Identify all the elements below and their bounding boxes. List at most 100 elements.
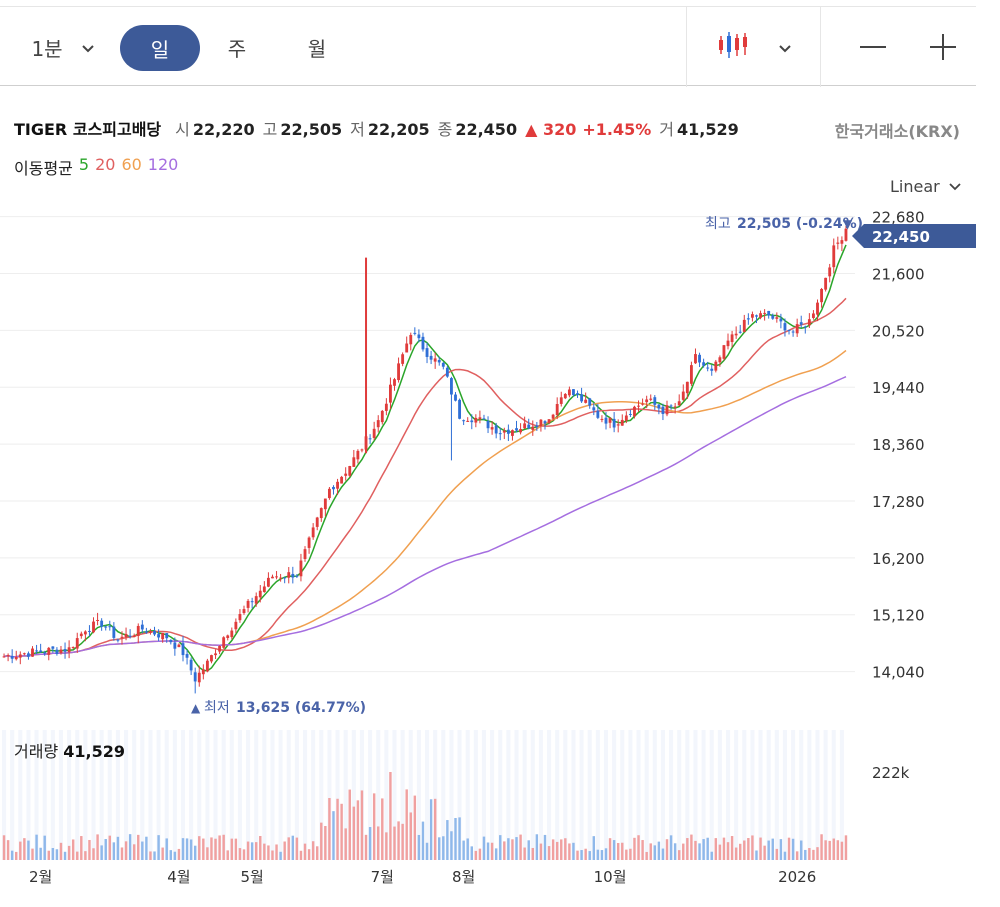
ma5-line xyxy=(3,244,847,672)
ma20-label: 20 xyxy=(95,155,116,174)
candle-body xyxy=(498,433,502,435)
chart-type-dropdown[interactable] xyxy=(700,7,810,87)
candle-body xyxy=(559,397,563,404)
candle-body xyxy=(88,630,91,632)
interval-month-tab[interactable]: 월 xyxy=(307,36,327,61)
volume-bar xyxy=(429,799,433,860)
volume-bar xyxy=(222,834,225,860)
volume-bar xyxy=(185,838,189,860)
volume-stripe xyxy=(400,730,405,860)
volume-bar xyxy=(832,838,835,860)
volume-bar xyxy=(165,838,168,860)
volume-bar xyxy=(657,841,661,860)
current-price-label: 22,450 xyxy=(872,228,930,246)
high-label: 고 xyxy=(262,120,278,139)
volume-bar xyxy=(572,842,575,860)
divider xyxy=(820,7,821,87)
volume-bar xyxy=(267,845,270,860)
candle-body xyxy=(820,288,823,303)
candle-body xyxy=(425,348,429,357)
volume-bar xyxy=(486,842,490,860)
volume-bar xyxy=(340,803,343,860)
candle-body xyxy=(226,635,230,638)
volume-stripe xyxy=(311,730,316,860)
interval-day-tab[interactable]: 일 xyxy=(120,25,200,71)
candle-body xyxy=(238,614,242,621)
volume-bar xyxy=(576,850,579,860)
candle-body xyxy=(372,428,376,438)
ticker-name: TIGER 코스피고배당 xyxy=(14,120,162,139)
volume-stripe xyxy=(34,730,39,860)
scale-dropdown[interactable]: Linear xyxy=(890,177,962,196)
volume-stripe xyxy=(839,730,844,860)
volume-stripe xyxy=(286,730,291,860)
volume-bar xyxy=(259,835,262,860)
y-axis: 22,680 21,600 20,520 19,440 18,360 17,280 16,2… xyxy=(872,209,925,782)
volume-stripe xyxy=(246,730,251,860)
candle-body xyxy=(661,406,665,414)
volume-bar xyxy=(706,837,709,860)
volume-bar xyxy=(336,798,339,860)
candle-body xyxy=(604,417,608,424)
candle-body xyxy=(612,418,616,428)
candle-body xyxy=(421,336,425,350)
volume-bar xyxy=(470,846,473,860)
volume-bar xyxy=(193,845,197,860)
candle-body xyxy=(750,314,754,318)
volume-bar xyxy=(104,839,107,860)
volume-bar xyxy=(507,838,510,860)
volume-bar xyxy=(385,832,388,860)
candle-body xyxy=(547,419,551,423)
zoom-out-button[interactable] xyxy=(848,7,898,87)
y-tick-label: 19,440 xyxy=(872,379,925,397)
volume-stripe xyxy=(368,730,373,860)
candle-body xyxy=(523,423,527,429)
volume-bar xyxy=(279,851,282,860)
volume-bar xyxy=(169,850,173,860)
volume-bar xyxy=(515,837,518,860)
volume-stripe xyxy=(725,730,731,860)
candle-body xyxy=(490,427,494,430)
close-value: 22,450 xyxy=(455,120,518,139)
volume-stripe xyxy=(433,730,438,860)
interval-week-tab[interactable]: 주 xyxy=(227,36,247,61)
volume-bar xyxy=(592,836,596,860)
candle-body xyxy=(677,401,681,406)
volume-stripe xyxy=(823,730,828,860)
zoom-in-button[interactable] xyxy=(918,7,968,87)
ma20-line xyxy=(3,297,847,658)
volume-bar xyxy=(812,849,815,860)
candle-body xyxy=(502,430,506,433)
volume-stripe xyxy=(481,730,487,860)
volume-stripe xyxy=(416,730,421,860)
volume-stripe xyxy=(490,730,495,860)
candle-body xyxy=(35,650,38,652)
volume-title-label: 거래량 xyxy=(14,742,59,761)
candle-body xyxy=(832,245,836,268)
candle-body xyxy=(486,420,490,429)
candle-body xyxy=(755,315,758,317)
candle-body xyxy=(474,417,478,423)
chevron-down-icon xyxy=(949,182,961,190)
candle-body xyxy=(389,384,392,403)
candle-body xyxy=(657,404,661,409)
volume-bar xyxy=(10,850,14,860)
candle-body xyxy=(433,358,437,362)
moving-average-legend[interactable]: 이동평균 5 20 60 120 xyxy=(14,155,178,179)
volume-stripe xyxy=(807,730,812,860)
volume-stripe xyxy=(376,730,381,860)
volume-bar xyxy=(718,844,722,860)
volume-bar xyxy=(482,836,486,860)
volume-bar xyxy=(124,841,128,860)
volume-stripe xyxy=(91,730,96,860)
candle-body xyxy=(185,654,189,658)
candle-body xyxy=(92,621,95,633)
candle-body xyxy=(405,343,409,353)
interval-minute-dropdown[interactable]: 1분 xyxy=(18,7,108,87)
y-tick-label: 15,120 xyxy=(872,607,925,625)
volume-bar xyxy=(555,841,559,860)
volume-bar xyxy=(804,849,807,860)
volume-stripe xyxy=(758,730,763,860)
volume-bar xyxy=(787,837,791,860)
